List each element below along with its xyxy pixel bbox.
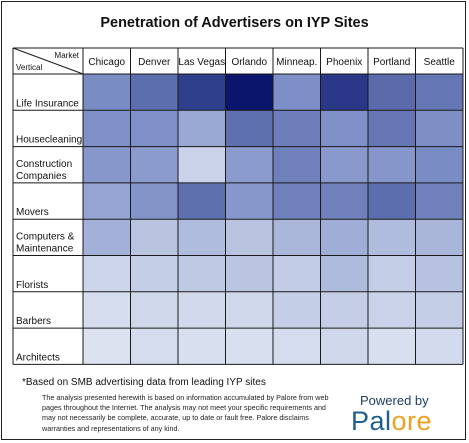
heatmap-cell	[178, 146, 226, 183]
heatmap-cell	[83, 74, 131, 111]
heatmap-cell	[178, 328, 226, 365]
heatmap-cell	[130, 74, 178, 111]
heatmap-cell	[415, 74, 463, 111]
heatmap-cell	[368, 291, 416, 329]
column-header: Minneap.	[276, 57, 317, 68]
heatmap-cell	[130, 291, 178, 329]
heatmap-cell	[83, 219, 131, 256]
palore-logo-pal: Pal	[351, 406, 392, 436]
heatmap-cell	[225, 182, 273, 220]
heatmap-cell	[225, 255, 273, 292]
heatmap-cell	[320, 291, 368, 329]
heatmap-cell	[368, 255, 416, 292]
heatmap-cell	[178, 110, 226, 147]
heatmap-cell	[273, 328, 321, 365]
heatmap-cell	[225, 110, 273, 147]
column-header: Seattle	[424, 57, 456, 68]
heatmap-cell	[320, 219, 368, 256]
heatmap-cell	[178, 74, 226, 111]
heatmap-cell	[320, 74, 368, 111]
row-label: Computers &	[16, 232, 75, 243]
y-axis-label: Vertical	[16, 63, 42, 72]
heatmap-cell	[415, 291, 463, 329]
heatmap-cell	[130, 182, 178, 220]
row-label: Companies	[16, 171, 67, 182]
powered-by-label: Powered by	[360, 393, 429, 408]
column-header: Phoenix	[326, 57, 362, 68]
heatmap-cell	[415, 146, 463, 183]
heatmap-cell	[130, 255, 178, 292]
heatmap-cell	[368, 219, 416, 256]
heatmap-cell	[415, 328, 463, 365]
footnote: *Based on SMB advertising data from lead…	[22, 377, 266, 388]
corner-diagonal	[12, 47, 84, 75]
heatmap-cell	[415, 182, 463, 220]
heatmap-cell	[83, 328, 131, 365]
heatmap-cell	[273, 291, 321, 329]
heatmap-cell	[368, 110, 416, 147]
heatmap-cell	[178, 219, 226, 256]
column-header: Orlando	[231, 57, 267, 68]
heatmap-cell	[178, 291, 226, 329]
heatmap-cell	[273, 255, 321, 292]
column-header: Denver	[138, 57, 171, 68]
row-label: Florists	[16, 280, 48, 291]
disclaimer-text: The analysis presented herewith is based…	[42, 393, 329, 433]
heatmap-cell	[130, 219, 178, 256]
row-label: Construction	[16, 159, 72, 170]
heatmap-cell	[273, 182, 321, 220]
heatmap-cell	[130, 146, 178, 183]
x-axis-label: Market	[55, 51, 80, 60]
heatmap-cell	[415, 110, 463, 147]
chart-title: Penetration of Advertisers on IYP Sites	[100, 15, 369, 31]
column-header: Portland	[373, 57, 410, 68]
heatmap-cell	[130, 328, 178, 365]
heatmap-cell	[83, 182, 131, 220]
heatmap-cell	[83, 255, 131, 292]
row-label: Architects	[16, 352, 60, 363]
heatmap-cell	[178, 255, 226, 292]
heatmap-cell	[320, 328, 368, 365]
palore-logo-ore: ore	[391, 406, 433, 436]
heatmap-cell	[273, 110, 321, 147]
heatmap-cell	[225, 328, 273, 365]
heatmap-chart: Chicago Denver Las Vegas Orlando Minneap. Pho…	[12, 47, 464, 365]
heatmap-cell	[415, 219, 463, 256]
heatmap-cell	[273, 74, 321, 111]
row-label: Maintenance	[16, 244, 74, 255]
heatmap-cell	[320, 182, 368, 220]
heatmap-cell	[273, 219, 321, 256]
heatmap-cell	[225, 219, 273, 256]
row-label: Movers	[16, 207, 49, 218]
column-header: Las Vegas	[178, 57, 225, 68]
heatmap-cell	[83, 291, 131, 329]
heatmap-cell	[225, 146, 273, 183]
row-label: Housecleaning	[16, 135, 82, 146]
heatmap-cell	[320, 110, 368, 147]
palore-logo: Palore	[351, 406, 432, 437]
heatmap-cell	[368, 74, 416, 111]
row-label: Life Insurance	[16, 98, 79, 109]
heatmap-cell	[130, 110, 178, 147]
heatmap-cell	[320, 255, 368, 292]
heatmap-cell	[368, 182, 416, 220]
heatmap-cell	[415, 255, 463, 292]
heatmap-cell	[368, 146, 416, 183]
column-header: Chicago	[88, 57, 125, 68]
heatmap-cell	[368, 328, 416, 365]
row-label: Barbers	[16, 316, 51, 327]
heatmap-cell	[320, 146, 368, 183]
heatmap-cell	[225, 74, 273, 111]
heatmap-cell	[273, 146, 321, 183]
heatmap-cell	[225, 291, 273, 329]
heatmap-cell	[178, 182, 226, 220]
heatmap-cell	[83, 110, 131, 147]
heatmap-cell	[83, 146, 131, 183]
